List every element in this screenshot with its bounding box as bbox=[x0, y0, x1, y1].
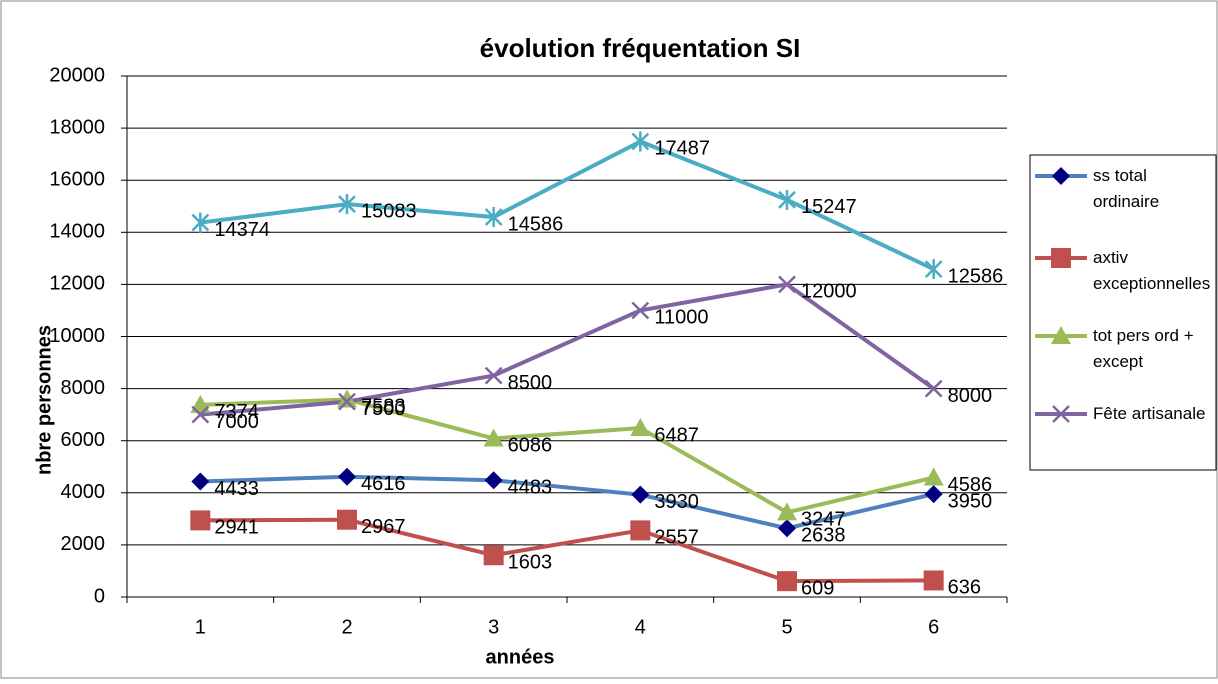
data-label: 12000 bbox=[801, 281, 857, 303]
data-point bbox=[778, 519, 796, 538]
series-line bbox=[200, 139, 935, 271]
data-label: 15083 bbox=[361, 200, 417, 222]
x-tick-label: 6 bbox=[928, 616, 939, 638]
data-label: 8500 bbox=[508, 372, 552, 394]
data-point bbox=[338, 467, 356, 486]
y-axis-label: nbre personnes bbox=[33, 325, 55, 475]
data-label: 7374 bbox=[214, 401, 258, 423]
data-point bbox=[191, 472, 210, 491]
data-label: 15247 bbox=[801, 196, 857, 218]
legend-label: axtiv exceptionnelles bbox=[1093, 248, 1211, 293]
y-tick-label: 8000 bbox=[61, 377, 106, 399]
y-tick-label: 4000 bbox=[61, 481, 106, 503]
legend-label: tot pers ord + except bbox=[1093, 326, 1194, 371]
data-point bbox=[924, 485, 943, 504]
x-tick-label: 2 bbox=[341, 616, 352, 638]
data-label: 1603 bbox=[508, 552, 552, 574]
series-line bbox=[200, 282, 935, 417]
y-tick-label: 0 bbox=[94, 585, 105, 607]
data-label: 2941 bbox=[214, 517, 258, 539]
data-label: 6487 bbox=[654, 424, 699, 446]
data-label: 2967 bbox=[361, 516, 406, 538]
data-point bbox=[338, 392, 356, 411]
data-label: 17487 bbox=[654, 138, 710, 160]
x-tick-label: 3 bbox=[488, 616, 499, 638]
legend-marker bbox=[1052, 405, 1070, 423]
legend-label: ss total ordinaire bbox=[1093, 166, 1160, 211]
data-point bbox=[484, 207, 503, 228]
y-tick-label: 6000 bbox=[61, 429, 106, 451]
y-tick-label: 12000 bbox=[49, 273, 105, 295]
legend-marker bbox=[1052, 167, 1070, 185]
y-tick-label: 14000 bbox=[49, 221, 105, 243]
x-tick-label: 5 bbox=[781, 616, 792, 638]
data-label: 8000 bbox=[948, 385, 993, 407]
data-label: 4616 bbox=[361, 473, 406, 495]
legend-box bbox=[1029, 154, 1217, 471]
data-point bbox=[777, 502, 797, 521]
data-point bbox=[484, 471, 503, 490]
data-label: 4433 bbox=[214, 478, 258, 500]
data-label: 2557 bbox=[654, 527, 699, 549]
data-point bbox=[923, 570, 944, 591]
chart-title: évolution fréquentation SI bbox=[480, 33, 801, 63]
x-tick-label: 1 bbox=[195, 616, 206, 638]
data-point bbox=[191, 212, 210, 233]
data-label: 6086 bbox=[508, 435, 552, 457]
data-label: 7000 bbox=[214, 411, 258, 433]
x-axis-label: années bbox=[486, 646, 555, 668]
data-label: 11000 bbox=[654, 307, 708, 329]
data-point bbox=[777, 571, 797, 592]
data-point bbox=[778, 189, 796, 210]
data-point bbox=[631, 485, 650, 504]
data-point bbox=[924, 259, 943, 280]
legend-marker bbox=[1051, 248, 1071, 268]
data-label: 2638 bbox=[801, 525, 846, 547]
data-label: 4586 bbox=[948, 474, 993, 496]
data-point bbox=[483, 545, 504, 566]
data-point bbox=[338, 194, 356, 215]
y-tick-label: 16000 bbox=[49, 168, 105, 190]
data-point bbox=[191, 405, 210, 424]
data-point bbox=[778, 275, 796, 294]
y-tick-label: 2000 bbox=[61, 533, 106, 555]
data-point bbox=[337, 389, 357, 408]
data-label: 609 bbox=[801, 577, 834, 599]
data-label: 7500 bbox=[361, 398, 406, 420]
data-point bbox=[630, 418, 651, 437]
data-point bbox=[337, 509, 357, 530]
data-label: 12586 bbox=[948, 265, 1004, 287]
data-label: 7583 bbox=[361, 396, 406, 418]
data-point bbox=[924, 379, 943, 398]
series-line bbox=[200, 517, 934, 584]
data-label: 3930 bbox=[654, 491, 699, 513]
data-point bbox=[923, 467, 944, 486]
data-label: 14374 bbox=[214, 219, 270, 241]
y-tick-label: 20000 bbox=[49, 64, 105, 86]
data-label: 3247 bbox=[801, 509, 846, 531]
data-point bbox=[631, 301, 650, 320]
legend-label: Fête artisanale bbox=[1093, 404, 1206, 423]
x-tick-label: 4 bbox=[635, 616, 646, 638]
data-label: 636 bbox=[948, 577, 981, 599]
data-label: 14586 bbox=[508, 213, 564, 235]
data-label: 3950 bbox=[948, 490, 993, 512]
legend-marker bbox=[1051, 326, 1071, 344]
series-line bbox=[200, 474, 935, 531]
data-point bbox=[483, 428, 504, 447]
data-point bbox=[484, 366, 503, 385]
data-point bbox=[631, 131, 650, 152]
data-point bbox=[630, 520, 651, 541]
series-line bbox=[200, 397, 935, 515]
y-tick-label: 18000 bbox=[49, 116, 105, 138]
data-point bbox=[190, 510, 211, 531]
data-label: 4483 bbox=[508, 476, 552, 498]
y-tick-label: 10000 bbox=[49, 325, 105, 347]
